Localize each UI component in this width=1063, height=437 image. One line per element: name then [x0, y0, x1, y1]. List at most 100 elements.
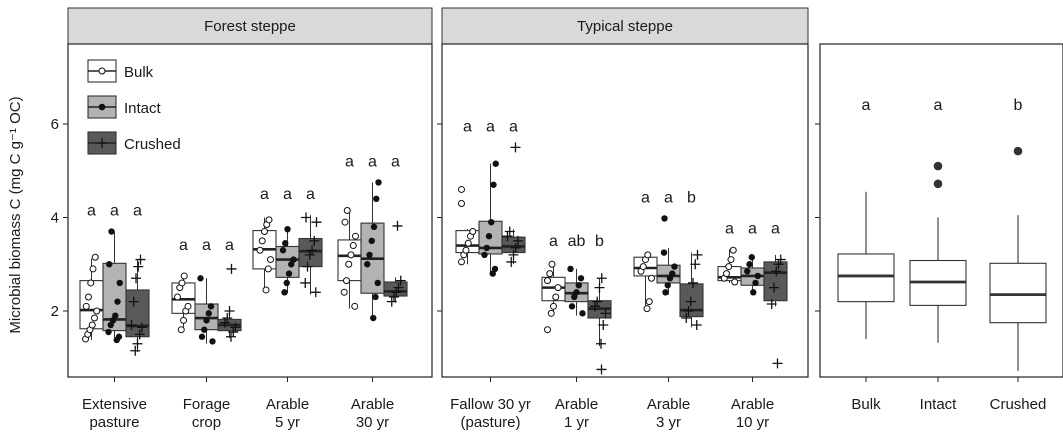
data-point — [492, 160, 499, 167]
data-point — [775, 254, 786, 265]
data-point — [598, 320, 609, 331]
data-point — [552, 293, 560, 301]
data-point — [132, 338, 143, 349]
data-point — [510, 242, 521, 253]
data-point — [279, 247, 287, 254]
box-intact — [102, 228, 127, 344]
data-point — [490, 181, 497, 188]
box-crushed — [587, 273, 612, 375]
significance-letter: a — [725, 220, 734, 237]
data-point — [177, 326, 185, 334]
outlier-point — [458, 185, 465, 193]
outlier-point — [226, 263, 237, 274]
data-point — [685, 296, 696, 307]
significance-letter: a — [202, 237, 211, 254]
data-point — [744, 268, 751, 275]
significance-letter: a — [260, 186, 269, 203]
significance-letter: ab — [568, 233, 586, 250]
significance-letter: a — [549, 233, 558, 250]
data-point — [748, 254, 755, 261]
box-bulk — [633, 251, 658, 313]
data-point — [729, 246, 737, 254]
data-point — [230, 322, 241, 333]
data-point — [671, 263, 678, 270]
data-point — [485, 233, 493, 240]
data-point — [683, 306, 694, 316]
x-tick-label: Intact — [920, 396, 958, 413]
data-point — [370, 223, 378, 231]
data-point — [546, 270, 554, 278]
outlier-point — [933, 179, 943, 189]
data-point — [285, 270, 293, 277]
data-point — [508, 249, 519, 260]
x-tick-label: Arable — [351, 396, 394, 413]
data-point — [309, 235, 320, 246]
data-point — [669, 270, 676, 277]
significance-letter: b — [1014, 97, 1023, 114]
summary-intact: Intact a — [909, 97, 967, 413]
box-intact — [564, 265, 589, 317]
x-tick-label: Fallow 30 yr — [450, 396, 531, 413]
outlier-point — [458, 199, 465, 207]
data-point — [547, 309, 555, 317]
y-axis-label: Microbial biomass C (mg C g⁻¹ OC) — [7, 96, 24, 333]
data-point — [108, 228, 115, 235]
data-point — [131, 273, 141, 284]
legend-label: Intact — [124, 100, 162, 117]
data-point — [300, 277, 311, 288]
summary-bulk: Bulk a — [837, 97, 895, 413]
data-point — [106, 261, 113, 268]
legend-item-bulk: Bulk — [87, 59, 154, 83]
legend-marker — [98, 67, 106, 75]
data-point — [462, 246, 470, 254]
data-point — [349, 242, 357, 250]
data-point — [766, 298, 777, 309]
data-point — [284, 225, 291, 233]
data-point — [393, 282, 404, 293]
outlier-point — [392, 220, 403, 231]
panel-strip — [67, 7, 433, 45]
significance-letter: a — [306, 186, 315, 203]
panel-frame — [819, 43, 1063, 378]
x-tick-label: Arable — [731, 396, 774, 413]
data-point — [370, 314, 377, 322]
box-crushed — [298, 212, 323, 298]
significance-letter: a — [934, 97, 943, 114]
data-point — [267, 256, 274, 264]
box-rect — [679, 283, 704, 318]
data-point — [662, 289, 669, 296]
data-point — [262, 286, 270, 294]
data-point — [769, 282, 779, 293]
x-tick-label: 1 yr — [564, 414, 589, 431]
box-rect — [337, 239, 362, 282]
data-point — [691, 320, 702, 331]
y-tick-label: 4 — [51, 210, 59, 227]
data-point — [600, 308, 611, 319]
significance-letter: a — [283, 186, 292, 203]
data-point — [590, 301, 600, 312]
x-tick-label: (pasture) — [460, 414, 520, 431]
x-tick-label: Arable — [555, 396, 598, 413]
data-point — [660, 249, 668, 256]
data-point — [347, 251, 355, 259]
group-2-1: Fallow 30 yr(pasture)a a a — [450, 118, 531, 431]
box-rect — [763, 261, 788, 302]
data-point — [290, 256, 297, 263]
data-point — [725, 263, 733, 271]
data-point — [548, 260, 556, 268]
data-point — [579, 310, 586, 317]
significance-letter: a — [179, 237, 188, 254]
data-point — [594, 282, 605, 293]
data-point — [351, 302, 359, 310]
data-point — [645, 298, 653, 306]
data-point — [391, 287, 402, 298]
significance-letter: a — [87, 203, 96, 220]
data-point — [554, 284, 562, 292]
x-tick-label: 10 yr — [736, 414, 769, 431]
panel-frame — [441, 43, 809, 378]
box-bulk — [717, 246, 742, 286]
data-point — [340, 288, 348, 296]
data-point — [135, 254, 146, 265]
